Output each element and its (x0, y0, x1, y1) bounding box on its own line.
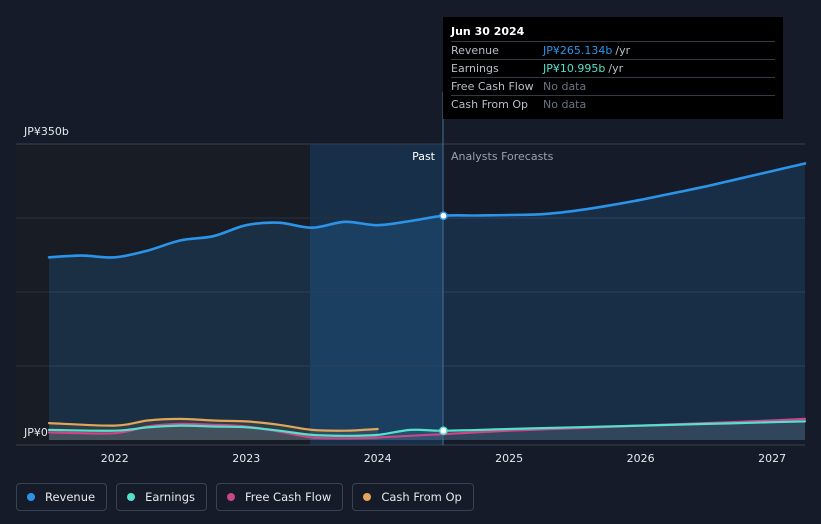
legend-label: Revenue (45, 490, 96, 504)
legend-item-revenue[interactable]: Revenue (16, 483, 108, 511)
tooltip-row: Free Cash Flow No data (451, 77, 775, 95)
x-tick-label: 2027 (758, 452, 786, 465)
tooltip-row-value: JP¥10.995b/yr (543, 62, 624, 75)
tooltip-row: Revenue JP¥265.134b/yr (451, 41, 775, 59)
past-shade (16, 144, 310, 445)
y-axis-bottom-label: JP¥0 (24, 426, 48, 439)
legend: Revenue Earnings Free Cash Flow Cash From O… (16, 483, 474, 511)
tooltip-row: Earnings JP¥10.995b/yr (451, 59, 775, 77)
past-label: Past (412, 150, 436, 163)
cursor-markers (439, 211, 448, 436)
tooltip-row-label: Earnings (451, 62, 499, 75)
cash-from-op-line (47, 417, 379, 432)
x-axis-ticks: 2022 2023 2024 2025 2026 2027 (101, 452, 786, 465)
legend-item-cash-from-op[interactable]: Cash From Op (352, 483, 474, 511)
earnings-cursor-point (439, 426, 448, 436)
highlight-band (310, 144, 443, 445)
revenue-area (49, 163, 805, 440)
legend-dot-icon (363, 493, 372, 501)
tooltip-row-label: Cash From Op (451, 98, 529, 111)
tooltip: Jun 30 2024 Revenue JP¥265.134b/yr Earning… (443, 17, 783, 119)
tooltip-date: Jun 30 2024 (451, 25, 525, 38)
tooltip-row-value: No data (543, 80, 587, 93)
legend-dot-icon (27, 493, 35, 501)
tooltip-row-value: JP¥265.134b/yr (543, 44, 631, 57)
x-tick-label: 2025 (495, 452, 523, 465)
legend-item-free-cash-flow[interactable]: Free Cash Flow (216, 483, 344, 511)
legend-dot-icon (127, 493, 136, 501)
tooltip-row-label: Revenue (451, 44, 499, 57)
free-cash-flow-area (49, 418, 805, 440)
x-tick-label: 2024 (364, 452, 392, 465)
gridlines (16, 143, 805, 446)
x-tick-label: 2023 (232, 452, 260, 465)
earnings-line (47, 420, 807, 437)
legend-label: Cash From Op (381, 490, 462, 504)
revenue-cursor-point (439, 211, 448, 221)
tooltip-row-label: Free Cash Flow (451, 80, 534, 93)
series-lines (47, 162, 807, 440)
y-axis-top-label: JP¥350b (24, 125, 69, 138)
tooltip-row-value: No data (543, 98, 587, 111)
legend-item-earnings[interactable]: Earnings (116, 483, 207, 511)
revenue-line (47, 162, 807, 259)
tooltip-row: Cash From Op No data (451, 95, 775, 113)
x-tick-label: 2026 (627, 452, 655, 465)
legend-label: Earnings (145, 490, 195, 504)
legend-label: Free Cash Flow (245, 490, 332, 504)
x-tick-label: 2022 (101, 452, 129, 465)
forecast-label: Analysts Forecasts (451, 150, 554, 163)
legend-dot-icon (227, 493, 235, 501)
